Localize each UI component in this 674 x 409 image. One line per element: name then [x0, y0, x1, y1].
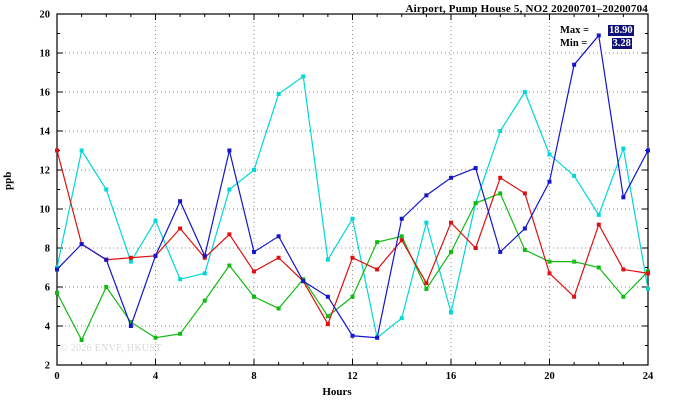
svg-text:24: 24 — [643, 371, 654, 382]
max-value: 18.90 — [608, 25, 634, 36]
svg-text:8: 8 — [251, 371, 256, 382]
svg-text:20: 20 — [40, 10, 51, 21]
svg-text:14: 14 — [40, 127, 51, 138]
svg-text:16: 16 — [446, 371, 457, 382]
watermark: © 2026 ENVF, HKUST — [60, 343, 162, 354]
svg-text:10: 10 — [40, 205, 51, 216]
min-label: Min = — [560, 38, 588, 49]
max-annotation-row: Max = 18.90 — [560, 24, 634, 37]
max-min-annotation: Max = 18.90 Min = 3.28 — [560, 24, 634, 50]
y-axis-label: ppb — [2, 171, 14, 190]
svg-text:4: 4 — [45, 322, 51, 333]
x-axis-label: Hours — [322, 386, 352, 398]
svg-text:12: 12 — [40, 166, 51, 177]
svg-text:20: 20 — [544, 371, 555, 382]
svg-text:8: 8 — [45, 244, 50, 255]
min-annotation-row: Min = 3.28 — [560, 37, 634, 50]
chart-title: Airport, Pump House 5, NO2 20200701–2020… — [405, 3, 648, 15]
svg-text:0: 0 — [54, 371, 59, 382]
svg-text:2: 2 — [45, 361, 50, 372]
svg-text:16: 16 — [40, 88, 51, 99]
svg-text:6: 6 — [45, 283, 50, 294]
min-value: 3.28 — [611, 38, 632, 49]
max-label: Max = — [560, 25, 590, 36]
svg-text:4: 4 — [153, 371, 159, 382]
svg-text:12: 12 — [347, 371, 358, 382]
svg-text:18: 18 — [40, 49, 51, 60]
